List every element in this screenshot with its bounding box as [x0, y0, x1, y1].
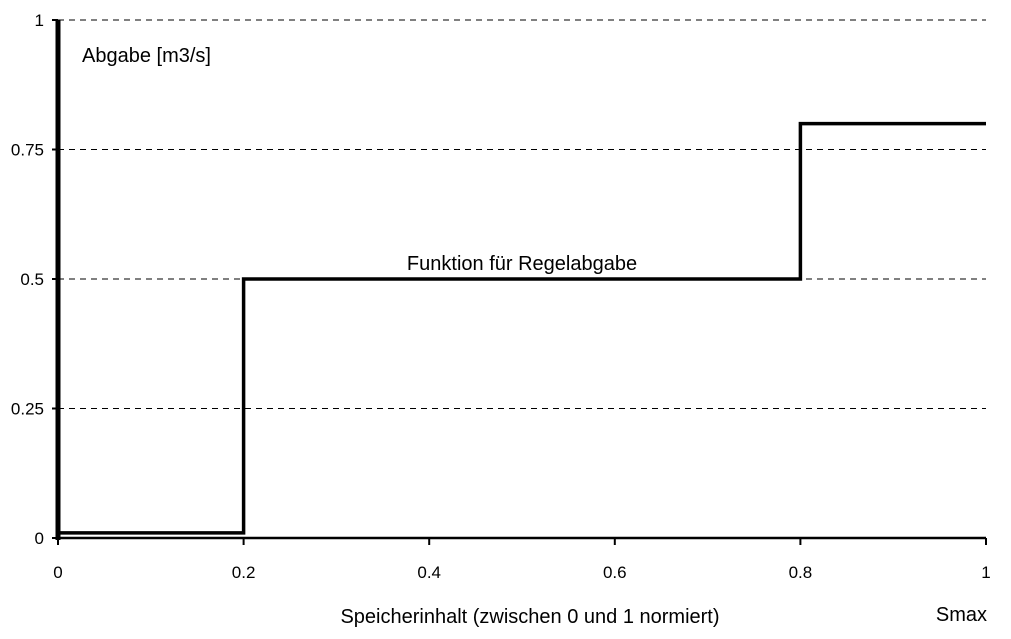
gridlines: [58, 19, 986, 409]
x-axis-label: Speicherinhalt (zwischen 0 und 1 normier…: [340, 606, 719, 628]
x-tick-label: 0: [53, 563, 62, 582]
y-axis-label: Abgabe [m3/s]: [82, 45, 211, 67]
x-axis-ticks: 0 0.2 0.4 0.6 0.8 1: [53, 538, 991, 582]
x-axis-end-label: Smax: [936, 604, 987, 626]
y-tick-label: 0.5: [20, 270, 44, 289]
y-tick-label: 0: [35, 529, 44, 548]
y-tick-label: 0.75: [11, 141, 44, 160]
series-line-regelabgabe: [58, 121, 986, 535]
series-annotation: Funktion für Regelabgabe: [407, 253, 637, 275]
x-tick-label: 0.6: [603, 563, 627, 582]
y-tick-label: 0.25: [11, 400, 44, 419]
x-tick-label: 0.4: [417, 563, 441, 582]
y-tick-label: 1: [35, 11, 44, 30]
series-group: [58, 121, 986, 535]
x-tick-label: 1: [981, 563, 990, 582]
y-axis-ticks: 0 0.25 0.5 0.75 1: [11, 11, 58, 548]
x-tick-label: 0.8: [789, 563, 813, 582]
x-tick-label: 0.2: [232, 563, 256, 582]
